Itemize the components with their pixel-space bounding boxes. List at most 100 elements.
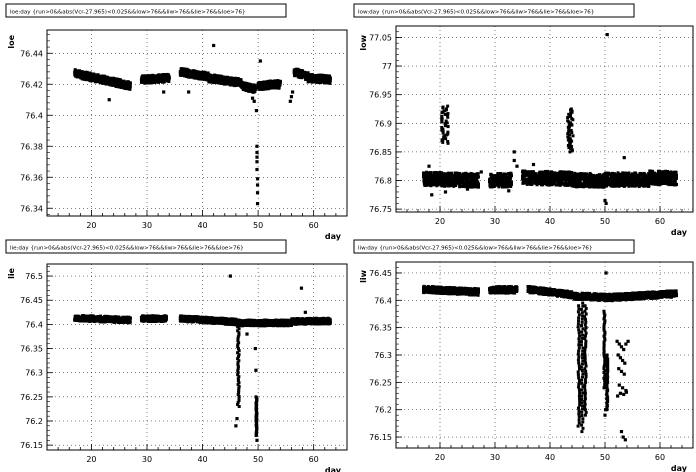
chart-title: loe:day {run>0&&abs(Vcr-27.965)<0.025&&l… [10,10,246,16]
data-point [301,69,305,73]
data-point [642,171,646,175]
data-point [629,173,633,177]
data-point [463,183,467,187]
data-point [573,173,577,177]
data-point [528,179,532,183]
data-point [652,178,656,182]
data-point [671,180,675,184]
data-point [574,182,578,186]
data-point [566,116,570,120]
data-point [440,184,444,188]
data-point [616,178,620,182]
data-point [288,99,292,103]
data-point [665,169,669,173]
data-point [187,90,191,94]
data-point [651,169,655,173]
y-axis-label: loe [7,34,16,48]
data-point [444,183,447,187]
y-tick-label: 76.34 [20,204,43,213]
data-point [555,171,559,175]
data-point [446,125,450,129]
data-point [450,171,454,175]
data-point [569,147,573,151]
data-point [439,172,443,176]
data-point [598,175,602,179]
data-point [477,182,480,186]
y-tick-label: 76.35 [20,345,43,354]
data-point [220,74,224,78]
chart-panel-2: low:day {run>0&&abs(Vcr-27.965)<0.025&&l… [353,3,694,237]
data-point [641,173,645,177]
data-point [512,158,516,163]
data-point [427,177,431,181]
data-point [541,172,545,176]
x-tick-label: 40 [545,217,555,226]
data-point [550,171,554,175]
data-point [566,135,570,139]
data-point [446,139,450,143]
data-point [252,99,256,103]
data-point [530,179,534,183]
data-point [466,185,470,189]
data-point [657,180,661,184]
data-point [440,116,444,120]
data-point [440,126,444,130]
y-tick-label: 76.2 [25,417,43,426]
data-point [445,121,449,125]
data-point [667,176,671,180]
data-point [306,71,310,75]
data-point [277,86,281,90]
data-point [250,96,255,100]
data-point [553,180,557,184]
data-point [467,176,471,180]
data-point [605,177,609,181]
data-point [583,178,587,182]
data-point [521,181,525,185]
x-axis-label: day [325,466,342,472]
data-point [521,173,525,177]
y-tick-label: 76.85 [369,148,392,157]
data-point [588,183,592,187]
chart-panel-1: loe:day {run>0&&abs(Vcr-27.965)<0.025&&l… [5,3,348,241]
data-point [506,175,510,179]
data-point [601,173,605,177]
data-point [107,77,111,81]
data-point [643,173,647,177]
data-point [426,179,430,183]
x-tick-label: 20 [86,455,96,464]
data-point [105,78,109,82]
data-point [612,180,616,184]
data-point [128,319,132,323]
data-point [576,172,579,176]
y-tick-label: 76.25 [20,393,43,402]
data-point [289,95,294,99]
data-point [114,82,118,86]
data-point [605,182,609,186]
data-point [568,124,572,128]
data-point [446,130,450,134]
data-point [548,173,552,177]
y-tick-label: 76.15 [20,441,43,450]
data-point [495,183,499,187]
data-point [510,182,513,186]
x-tick-label: 60 [309,455,319,464]
data-point [577,179,581,183]
data-point [674,170,678,174]
data-point [466,180,470,184]
data-point [167,79,171,83]
data-point [659,182,663,186]
data-point [443,122,447,126]
data-point [564,181,568,185]
data-point [476,172,480,176]
y-tick-label: 76.44 [20,49,43,58]
data-point [100,77,104,81]
data-point [128,320,132,324]
data-point [442,181,446,185]
data-point [535,183,539,187]
data-point [545,180,549,184]
x-tick-label: 50 [253,221,263,230]
data-point [455,179,459,183]
data-point [509,184,513,188]
data-point [278,81,282,85]
data-point [255,144,259,148]
